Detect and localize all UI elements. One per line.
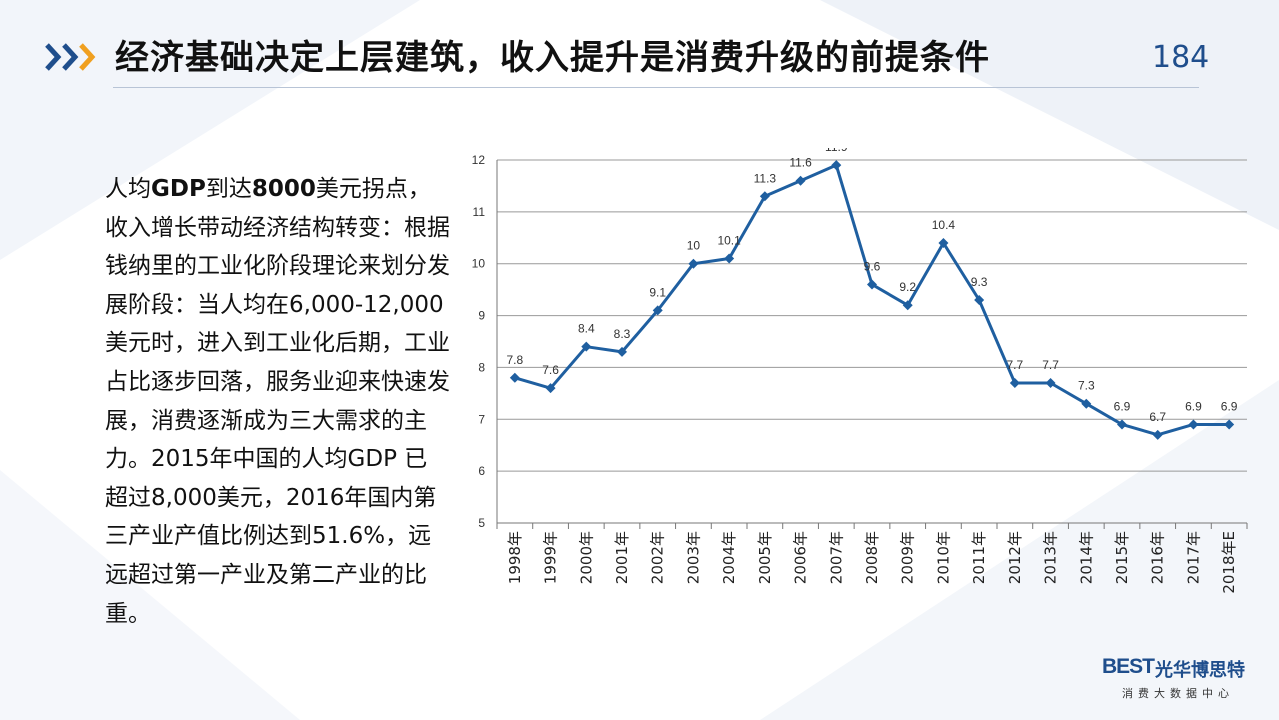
body-line1-bold-8000: 8000 — [251, 176, 316, 202]
data-point-marker — [1188, 419, 1199, 430]
x-tick-label: 2000年 — [577, 531, 595, 584]
x-tick-label: 2005年 — [756, 531, 774, 584]
y-tick-label: 5 — [478, 516, 485, 530]
data-point-marker — [1009, 377, 1020, 388]
data-label: 6.9 — [1114, 399, 1131, 413]
data-point-marker — [1045, 377, 1056, 388]
data-label: 7.3 — [1078, 379, 1095, 393]
data-label: 7.7 — [1042, 358, 1059, 372]
data-point-marker — [974, 295, 985, 306]
data-label: 6.7 — [1149, 410, 1166, 424]
data-label: 7.6 — [542, 363, 559, 377]
series-line — [514, 163, 1230, 437]
page-number: 184 — [1152, 40, 1210, 75]
data-label: 11.6 — [789, 156, 812, 170]
y-tick-label: 7 — [478, 412, 485, 426]
data-point-marker — [652, 305, 663, 316]
data-label: 9.3 — [971, 275, 988, 289]
x-tick-label: 2002年 — [649, 531, 667, 584]
x-tick-label: 2011年 — [970, 531, 988, 584]
logo-mark: BEST — [1102, 655, 1155, 678]
body-paragraph: 收入增长带动经济结构转变：根据钱纳里的工业化阶段理论来划分发展阶段：当人均在6,… — [105, 214, 450, 627]
x-tick-label: 2001年 — [613, 531, 631, 584]
x-tick-label: 2015年 — [1113, 531, 1131, 584]
x-tick-label: 1998年 — [506, 531, 524, 584]
y-tick-label: 6 — [478, 464, 485, 478]
data-label: 10.4 — [932, 218, 956, 232]
data-point-marker — [938, 237, 949, 248]
data-label: 6.9 — [1221, 399, 1238, 413]
brand-logo: BEST 光华博思特 消费大数据中心 — [1102, 655, 1262, 705]
data-label: 8.3 — [614, 327, 631, 341]
data-label: 8.4 — [578, 322, 595, 336]
data-label: 9.6 — [864, 259, 881, 273]
data-point-marker — [831, 160, 842, 171]
data-point-marker — [1152, 429, 1163, 440]
x-tick-label: 2009年 — [899, 531, 917, 584]
gdp-growth-line-chart: 5 6 7 8 9 10 11 12 1998年 1999年 2000年 2001年 2002年 2003… — [472, 148, 1248, 594]
y-tick-label: 12 — [472, 153, 486, 167]
body-text: 人均GDP到达8000美元拐点， 收入增长带动经济结构转变：根据钱纳里的工业化阶… — [105, 170, 450, 633]
data-point-marker — [617, 346, 627, 357]
data-label: 7.7 — [1007, 358, 1024, 372]
x-tick-label: 1999年 — [542, 531, 560, 584]
data-label: 7.8 — [507, 353, 524, 367]
data-point-marker — [1081, 398, 1092, 409]
body-line1-post: 美元拐点， — [315, 176, 431, 202]
x-tick-label: 2018年E — [1220, 531, 1238, 594]
data-point-marker — [724, 253, 735, 264]
data-label: 6.9 — [1185, 399, 1202, 413]
y-tick-label: 11 — [473, 205, 486, 219]
data-point-marker — [1117, 419, 1127, 430]
y-tick-label: 9 — [478, 309, 485, 323]
x-tick-label: 2013年 — [1042, 531, 1060, 584]
x-tick-label: 2014年 — [1077, 531, 1095, 584]
data-point-marker — [867, 279, 877, 290]
data-label: 10.1 — [717, 234, 741, 248]
x-tick-label: 2003年 — [684, 531, 702, 584]
x-tick-label: 2016年 — [1149, 531, 1167, 584]
x-tick-label: 2008年 — [863, 531, 881, 584]
data-point-marker — [581, 341, 592, 352]
logo-subtitle: 消费大数据中心 — [1122, 687, 1234, 700]
data-point-marker — [509, 372, 520, 383]
x-tick-label: 2017年 — [1184, 531, 1202, 584]
x-tick-label: 2010年 — [934, 531, 952, 584]
data-label: 9.1 — [649, 285, 666, 299]
data-label: 10 — [687, 239, 701, 253]
body-line1-mid: 到达 — [205, 176, 252, 202]
x-tick-label: 2012年 — [1006, 531, 1024, 584]
data-point-marker — [1224, 419, 1235, 430]
body-line1-bold-gdp: GDP — [151, 176, 206, 202]
logo-name: 光华博思特 — [1155, 660, 1245, 681]
chevron-arrows-icon — [45, 43, 96, 71]
data-point-marker — [795, 175, 806, 186]
body-line1-pre: 人均 — [105, 176, 151, 202]
header-divider — [113, 87, 1199, 88]
y-tick-label: 8 — [478, 360, 485, 374]
y-tick-label: 10 — [472, 257, 486, 271]
x-tick-label: 2007年 — [827, 531, 845, 584]
page-title: 经济基础决定上层建筑，收入提升是消费升级的前提条件 — [115, 38, 990, 78]
data-label: 11.3 — [754, 171, 777, 185]
x-tick-label: 2006年 — [792, 531, 810, 584]
data-label: 9.2 — [899, 280, 916, 294]
data-label: 11.9 — [825, 148, 848, 154]
data-point-marker — [688, 258, 699, 269]
data-point-marker — [902, 300, 913, 311]
x-tick-label: 2004年 — [720, 531, 738, 584]
data-point-marker — [545, 383, 556, 394]
data-point-marker — [759, 191, 770, 202]
